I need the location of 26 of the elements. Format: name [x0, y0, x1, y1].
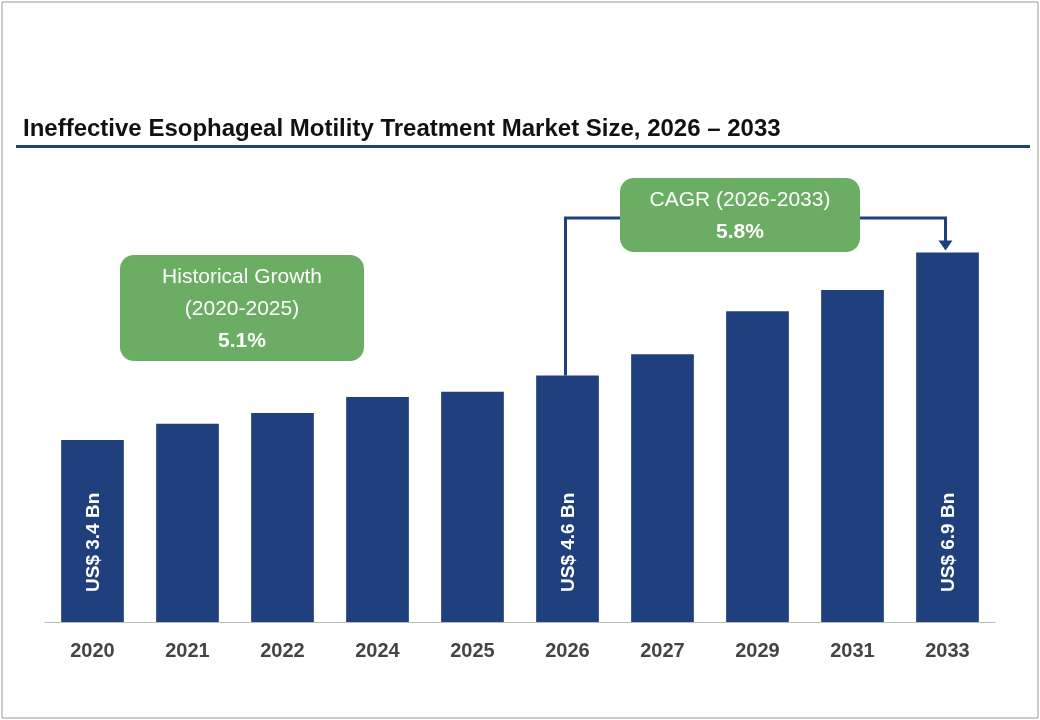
bar	[821, 289, 884, 622]
x-tick-label: 2033	[925, 639, 970, 661]
callout-box: CAGR (2026-2033) 5.8%	[620, 178, 860, 252]
x-tick-label: 2025	[450, 639, 495, 661]
bar	[346, 397, 409, 622]
bar	[536, 375, 599, 622]
x-tick-label: 2022	[260, 639, 305, 661]
data-label: US$ 6.9 Bn	[937, 492, 958, 592]
x-tick-label: 2027	[640, 639, 685, 661]
data-label: US$ 3.4 Bn	[82, 492, 103, 592]
bar	[726, 311, 789, 622]
bar	[156, 423, 219, 622]
callout-box: Historical Growth (2020-2025) 5.1%	[120, 255, 364, 361]
x-tick-label: 2031	[830, 639, 875, 661]
x-tick-label: 2029	[735, 639, 780, 661]
x-tick-label: 2020	[70, 639, 115, 661]
annotation: Historical Growth (2020-2025) 5.1%	[162, 264, 322, 351]
x-tick-label: 2026	[545, 639, 590, 661]
chart-title: Ineffective Esophageal Motility Treatment Market Size, 2026 – 2033	[23, 113, 781, 141]
bar	[441, 391, 504, 622]
bar	[251, 413, 314, 622]
x-tick-label: 2021	[165, 639, 210, 661]
data-label: US$ 4.6 Bn	[557, 492, 578, 592]
bar	[631, 354, 694, 622]
bar	[61, 439, 124, 622]
x-tick-label: 2024	[355, 639, 401, 661]
